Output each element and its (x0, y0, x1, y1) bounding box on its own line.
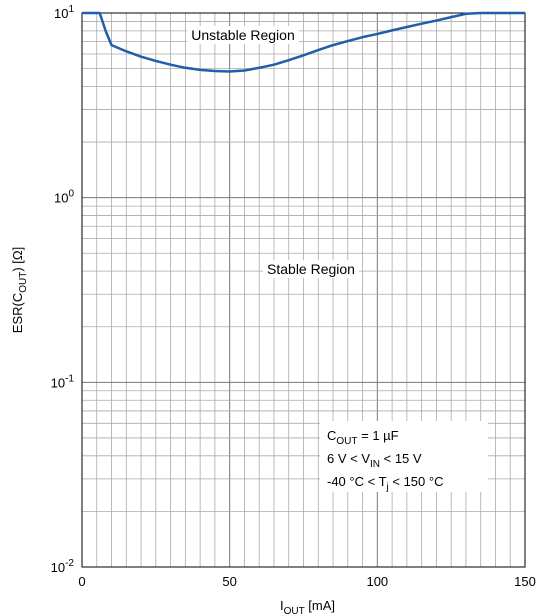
condition-line: -40 °C < Tj < 150 °C (327, 474, 443, 493)
conditions-box (320, 421, 488, 492)
y-tick-label: 10-1 (51, 373, 75, 390)
y-axis-label-sub: OUT (18, 272, 29, 293)
y-tick-label: 10-2 (51, 558, 75, 575)
x-tick-label: 0 (78, 574, 85, 589)
conditions-text: COUT = 1 µF 6 V < VIN < 15 V -40 °C < Tj <… (327, 428, 443, 493)
x-tick-label: 50 (222, 574, 236, 589)
unstable-region-label-bg (187, 26, 299, 44)
y-axis-label-main: ESR(C (10, 293, 25, 333)
unstable-region-label: Unstable Region (191, 27, 295, 43)
condition-line: 6 V < VIN < 15 V (327, 451, 422, 470)
x-axis-label-main: I (280, 598, 284, 613)
x-tick-label: 100 (366, 574, 388, 589)
x-axis-label-sub: OUT (284, 606, 305, 615)
condition-line: COUT = 1 µF (327, 428, 399, 447)
y-tick-label: 101 (54, 4, 74, 21)
y-axis-label-unit: ) [Ω] (10, 247, 25, 272)
stable-region-label-bg (263, 260, 359, 278)
plot-frame (81, 12, 526, 568)
stable-region-label: Stable Region (267, 261, 355, 277)
y-tick-labels: 10-2 10-1 100 101 (51, 4, 75, 575)
y-axis-label: ESR(COUT) [Ω] (10, 247, 29, 333)
x-tick-label: 150 (514, 574, 536, 589)
esr-curve (82, 11, 525, 73)
x-axis-label-unit: [mA] (305, 598, 335, 613)
y-tick-label: 100 (54, 189, 74, 206)
x-axis-label: IOUT [mA] (280, 598, 335, 615)
x-tick-labels: 0 50 100 150 (78, 574, 535, 589)
